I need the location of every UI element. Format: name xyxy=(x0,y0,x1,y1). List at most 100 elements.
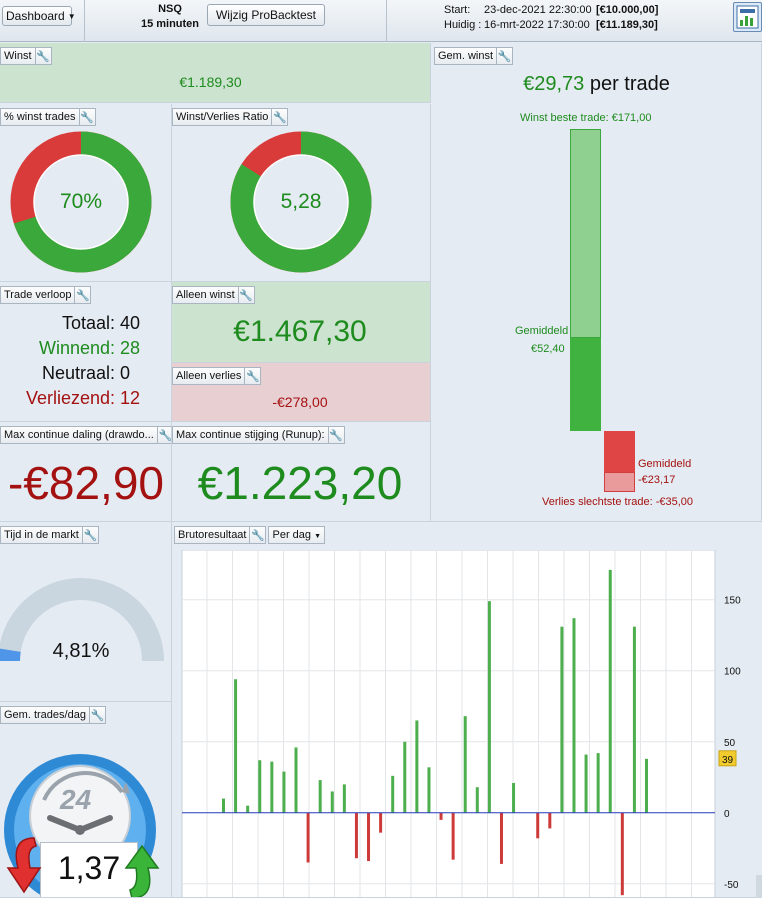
stat-label: Totaal: xyxy=(61,313,115,333)
dashboard-dropdown[interactable]: Dashboard ▼ xyxy=(2,6,76,26)
chart-bar xyxy=(632,626,636,813)
chart-bar xyxy=(367,812,371,862)
wrench-icon[interactable]: 🔧 xyxy=(157,426,171,444)
wrench-icon[interactable]: 🔧 xyxy=(272,108,289,126)
gem-winst-suffix: per trade xyxy=(589,73,670,95)
chart-bar xyxy=(572,618,576,813)
wrench-icon[interactable]: 🔧 xyxy=(89,706,106,724)
trade-verloop-panel: Trade verloop 🔧 Totaal: 40 Winnend: 28 Ne… xyxy=(0,282,172,422)
trades-dag-value-box xyxy=(40,842,138,897)
alleen-verlies-title: Alleen verlies xyxy=(172,367,246,385)
drawdown-value: -€82,90 xyxy=(7,457,164,509)
wrench-icon[interactable]: 🔧 xyxy=(79,108,96,126)
clock-label: 24 xyxy=(60,784,92,815)
chart-bar xyxy=(608,569,612,813)
chart-bar xyxy=(548,812,552,829)
trades-dag-panel: Gem. trades/dag 🔧 24 1,37 xyxy=(0,702,172,898)
stat-label: Verliezend: xyxy=(25,388,115,408)
instrument-name: NSQ xyxy=(158,3,182,15)
gem-winst-headline: €29,73 per trade xyxy=(431,73,761,96)
chart-bar xyxy=(270,761,274,813)
wl-ratio-arc xyxy=(230,131,372,273)
chart-bar xyxy=(342,784,346,813)
top-toolbar: Dashboard ▼ NSQ 15 minuten Wijzig ProBac… xyxy=(0,0,762,42)
chart-bar xyxy=(427,767,431,813)
y-tick-label: 150 xyxy=(724,596,741,607)
chart-bar xyxy=(318,780,322,813)
wl-ratio-value: 5,28 xyxy=(280,190,322,213)
report-icon[interactable] xyxy=(733,2,762,32)
start-capital: [€10.000,00] xyxy=(596,4,659,16)
y-tick-label: 100 xyxy=(724,667,741,678)
current-value-marker xyxy=(718,750,737,767)
avg-win-value: €52,40 xyxy=(531,343,565,355)
avg-loss-value: -€23,17 xyxy=(638,474,676,486)
tijd-markt-title: Tijd in de markt xyxy=(0,526,83,544)
brutoresultaat-title: Brutoresultaat xyxy=(174,526,251,544)
wrench-icon[interactable]: 🔧 xyxy=(35,47,52,65)
wrench-icon[interactable]: 🔧 xyxy=(75,286,92,304)
arrow-up-icon xyxy=(124,844,160,897)
trades-dag-value: 1,37 xyxy=(57,850,121,886)
runup-panel: Max continue stijging (Runup): 🔧 €1.223,2… xyxy=(172,422,431,522)
period-dropdown[interactable]: Per dag ▼ xyxy=(268,526,326,544)
win-pct-panel: % winst trades 🔧 70% xyxy=(0,104,172,282)
alleen-winst-panel: Alleen winst 🔧 €1.467,30 xyxy=(172,282,431,363)
stat-value: 40 xyxy=(120,313,141,333)
chart-bar xyxy=(246,805,250,813)
current-label: Huidig : xyxy=(444,19,482,31)
gem-winst-value: €29,73 xyxy=(523,73,585,95)
chart-bar xyxy=(584,754,588,813)
worst-trade-label: Verlies slechtste trade: -€35,00 xyxy=(542,496,694,508)
chart-bar xyxy=(475,787,479,813)
stat-value: 28 xyxy=(120,338,141,358)
drawdown-panel: Max continue daling (drawdo... 🔧 -€82,90 xyxy=(0,422,172,522)
wrench-icon[interactable]: 🔧 xyxy=(328,426,345,444)
chart-bar xyxy=(463,716,467,813)
edit-probacktest-button[interactable]: Wijzig ProBacktest xyxy=(207,4,325,26)
brutoresultaat-panel: Brutoresultaat 🔧 Per dag ▼ 150 100 50 0 -50 3… xyxy=(172,522,762,898)
chart-bar xyxy=(391,775,395,813)
separator xyxy=(386,0,387,42)
chart-bar xyxy=(234,679,238,813)
wrench-icon[interactable]: 🔧 xyxy=(245,367,262,385)
wrench-icon[interactable]: 🔧 xyxy=(250,526,267,544)
edit-probacktest-label: Wijzig ProBacktest xyxy=(215,8,317,22)
wl-ratio-donut xyxy=(230,131,372,273)
avg-win-bar xyxy=(570,338,601,431)
tijd-markt-panel: Tijd in de markt 🔧 4,81% xyxy=(0,522,172,702)
current-value: 16-mrt-2022 17:30:00 xyxy=(484,19,590,31)
wrench-icon[interactable]: 🔧 xyxy=(497,47,514,65)
wrench-icon[interactable]: 🔧 xyxy=(238,286,255,304)
chart-bar xyxy=(499,812,503,864)
wl-ratio-title: Winst/Verlies Ratio xyxy=(172,108,273,126)
chevron-down-icon: ▼ xyxy=(67,11,76,21)
alleen-winst-title: Alleen winst xyxy=(172,286,239,304)
gem-winst-panel: Gem. winst 🔧 €29,73 per trade Winst beste… xyxy=(431,43,762,522)
alleen-verlies-panel: Alleen verlies 🔧 -€278,00 xyxy=(172,363,431,422)
y-tick-label: -50 xyxy=(724,880,739,891)
chevron-down-icon: ▼ xyxy=(314,533,322,540)
stat-label: Winnend: xyxy=(38,338,115,358)
chart-bar xyxy=(512,782,516,813)
avg-loss-label: Gemiddeld xyxy=(638,458,692,470)
wrench-icon[interactable]: 🔧 xyxy=(82,526,99,544)
plot-area xyxy=(181,550,716,897)
winst-title: Winst xyxy=(0,47,36,65)
chart-bar xyxy=(487,601,491,813)
stat-value: 12 xyxy=(120,388,141,408)
start-value: 23-dec-2021 22:30:00 xyxy=(484,4,592,16)
period-label: Per dag xyxy=(272,529,312,541)
win-pct-donut xyxy=(10,131,152,273)
win-pct-title: % winst trades xyxy=(0,108,80,126)
chart-bar xyxy=(258,760,262,813)
separator xyxy=(84,0,85,42)
chart-bar xyxy=(403,741,407,813)
avg-loss-bar xyxy=(604,431,635,472)
chart-bar xyxy=(415,720,419,813)
chart-bar xyxy=(379,812,383,833)
chart-bar xyxy=(596,753,600,813)
chart-bar xyxy=(620,812,624,896)
tijd-markt-gauge-fill xyxy=(0,648,21,662)
alleen-verlies-value: -€278,00 xyxy=(272,394,328,410)
